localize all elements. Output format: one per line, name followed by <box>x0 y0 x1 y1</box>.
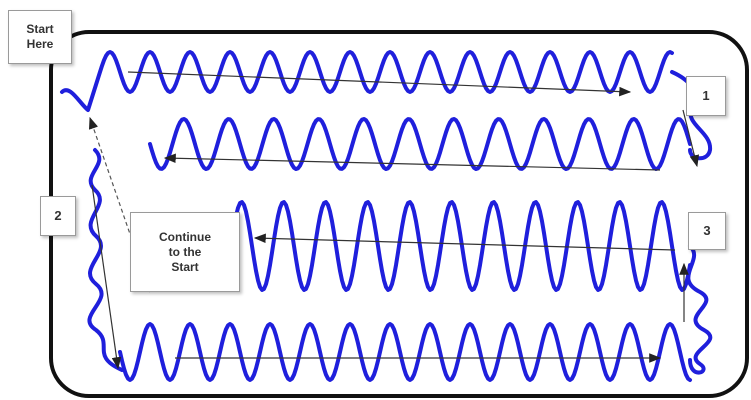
wave-left-connector <box>87 148 124 372</box>
direction-arrows <box>88 71 700 370</box>
continue-to-start-label: Continue to the Start <box>130 212 240 292</box>
arrow-box1-down <box>682 109 700 168</box>
arrow-row3-left <box>253 233 676 251</box>
wave-row-4 <box>118 322 692 382</box>
arrow-left-down <box>91 184 122 370</box>
arrow-row1-right <box>127 71 632 97</box>
wave-right-connector-bottom <box>686 244 713 375</box>
wave-row-2 <box>148 117 692 171</box>
arrow-row2-left <box>163 153 661 171</box>
wave-row-3 <box>208 200 692 292</box>
step-1-label: 1 <box>686 76 726 116</box>
start-here-label: Start Here <box>8 10 72 64</box>
step-3-label: 3 <box>688 212 726 250</box>
step-2-label: 2 <box>40 196 76 236</box>
